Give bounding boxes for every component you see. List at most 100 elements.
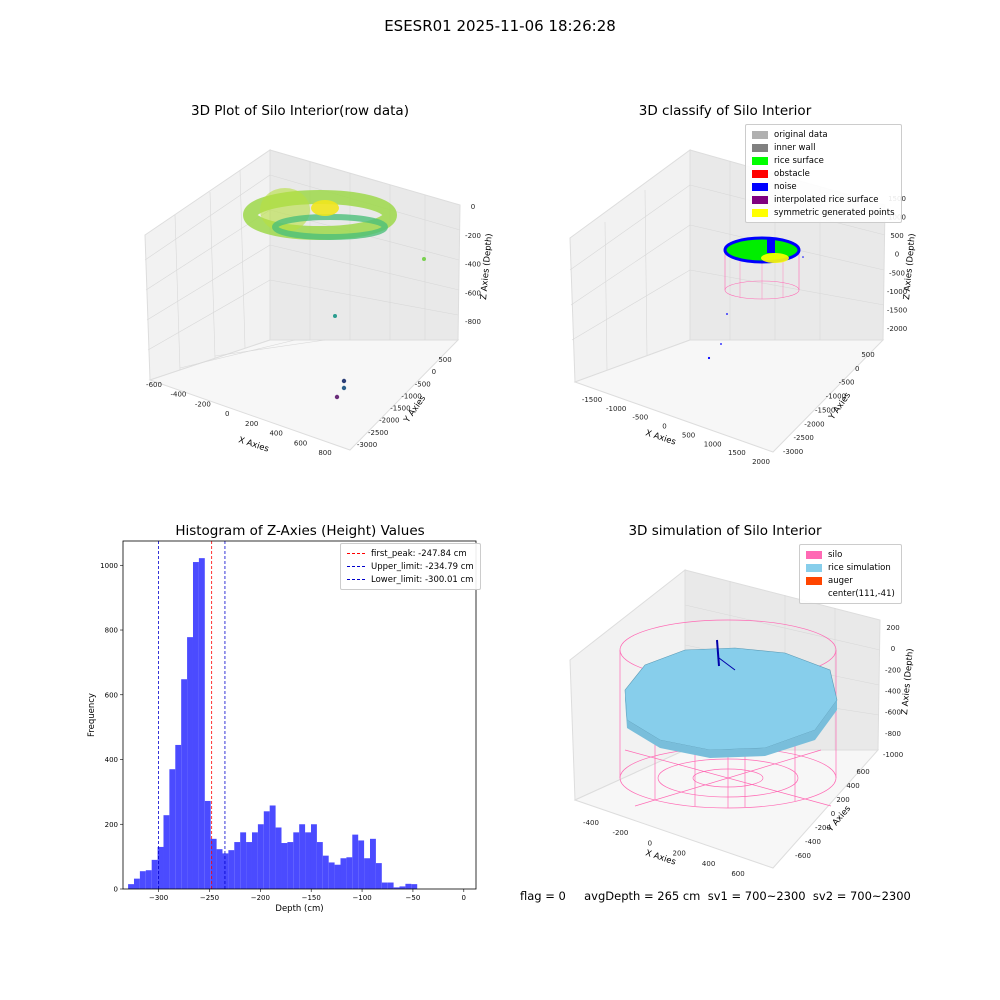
histogram-bar — [192, 562, 199, 889]
simulation-y-tick: -400 — [805, 838, 821, 846]
histogram-bar — [299, 824, 306, 889]
raw-x-tick: 0 — [225, 410, 229, 418]
legend-swatch — [752, 195, 768, 204]
classify-x-tick: 0 — [662, 423, 666, 431]
simulation-y-tick: 600 — [856, 768, 869, 776]
classify-x-tick: 2000 — [752, 458, 770, 466]
classify-legend-item: symmetric generated points — [752, 206, 895, 219]
raw-y-tick: -2500 — [368, 429, 388, 437]
histogram-bar — [145, 870, 152, 889]
histogram-bar — [228, 850, 235, 889]
simulation-plot-title: 3D simulation of Silo Interior — [628, 523, 822, 539]
classify-x-axis-label: X Axies — [644, 428, 677, 447]
legend-label: obstacle — [774, 168, 810, 179]
histogram-title: Histogram of Z-Axies (Height) Values — [175, 523, 425, 539]
raw-z-tick: -800 — [465, 318, 481, 326]
classify-z-tick: 500 — [890, 232, 903, 240]
simulation-x-tick: -200 — [612, 829, 628, 837]
auger — [716, 639, 736, 671]
raw-y-tick: 0 — [432, 368, 436, 376]
reference-lines — [158, 541, 226, 889]
legend-label: noise — [774, 181, 797, 192]
legend-label: silo — [828, 549, 843, 560]
y-tick-label: 200 — [105, 821, 118, 829]
classify-z-tick: -2000 — [887, 325, 907, 333]
raw-z-tick: -600 — [465, 289, 481, 297]
histogram-legend-item: Upper_limit: -234.79 cm — [347, 560, 474, 573]
histogram-legend-item: first_peak: -247.84 cm — [347, 547, 474, 560]
histogram-bar — [198, 558, 205, 889]
raw-axis-ticks: -600-400-20002004006008005000-500-1000-1… — [146, 203, 481, 457]
classify-legend: original data inner wall rice surface obsta… — [745, 124, 902, 223]
legend-swatch — [752, 182, 768, 191]
simulation-x-tick: 600 — [731, 870, 744, 878]
y-tick-label: 600 — [105, 691, 118, 699]
legend-label: interpolated rice surface — [774, 194, 879, 205]
histogram-bar — [204, 800, 211, 889]
histogram-bar — [352, 834, 359, 889]
raw-z-tick: -400 — [465, 261, 481, 269]
x-tick-label: −150 — [302, 894, 321, 902]
simulation-z-tick: -1000 — [883, 751, 903, 759]
raw-3d-plot: -600-400-20002004006008005000-500-1000-1… — [144, 149, 495, 457]
simulation-3d-plot: -400-20002004006006004002000-200-400-600… — [569, 568, 916, 878]
histogram-bar — [163, 815, 170, 889]
histogram-bar — [275, 827, 282, 889]
classify-cylinder — [707, 236, 804, 360]
simulation-legend-item: rice simulation — [806, 561, 895, 574]
legend-line — [347, 566, 365, 567]
classify-x-tick: 1000 — [704, 440, 722, 448]
classify-z-tick: 0 — [895, 251, 899, 259]
histogram-bar — [375, 863, 382, 889]
y-tick-label: 0 — [114, 886, 118, 894]
histogram-bar — [169, 769, 176, 889]
x-tick-label: 0 — [462, 894, 466, 902]
histogram-bar — [281, 843, 288, 889]
histogram-bar — [405, 883, 412, 889]
simulation-y-axis-label: Y Axies — [825, 804, 853, 835]
legend-swatch — [806, 576, 822, 585]
histogram-bar — [393, 887, 400, 889]
histogram-bar — [334, 864, 341, 889]
classify-y-tick: -1000 — [826, 393, 846, 401]
raw-z-tick: -200 — [465, 232, 481, 240]
figure-title: ESESR01 2025-11-06 18:26:28 — [384, 17, 616, 35]
raw-x-tick: 200 — [245, 420, 258, 428]
legend-swatch — [752, 143, 768, 152]
simulation-x-tick: 0 — [648, 839, 652, 847]
histogram-bar — [240, 832, 247, 889]
simulation-z-tick: -400 — [885, 688, 901, 696]
classify-y-tick: 0 — [855, 365, 859, 373]
simulation-z-axis-label: Z Axies (Depth) — [900, 648, 916, 715]
raw-y-tick: 500 — [438, 356, 451, 364]
histogram-bar — [263, 811, 270, 889]
legend-label: rice simulation — [828, 562, 891, 573]
raw-x-tick: 600 — [294, 439, 307, 447]
classify-legend-item: obstacle — [752, 167, 895, 180]
raw-x-tick: -400 — [170, 391, 186, 399]
simulation-z-tick: 0 — [891, 645, 895, 653]
histogram-bar — [269, 805, 276, 889]
simulation-z-tick: -800 — [885, 730, 901, 738]
histogram-bar — [387, 882, 394, 889]
legend-swatch — [806, 563, 822, 572]
histogram-frame — [122, 540, 477, 890]
simulation-axis-ticks: -400-20002004006006004002000-200-400-600… — [583, 624, 903, 878]
histogram-bar — [216, 849, 223, 889]
legend-swatch — [752, 208, 768, 217]
rice-simulation-surface — [624, 647, 838, 758]
raw-z-axis-label: Z Axies (Depth) — [479, 233, 495, 300]
x-tick-label: −200 — [251, 894, 270, 902]
simulation-x-tick: 400 — [702, 860, 715, 868]
raw-x-tick: 800 — [318, 449, 331, 457]
x-tick-label: −50 — [406, 894, 421, 902]
raw-y-tick: -1000 — [401, 392, 421, 400]
histogram-bar — [139, 871, 146, 889]
x-tick-label: −250 — [200, 894, 219, 902]
histogram-bar — [310, 824, 317, 889]
histogram-bar — [411, 884, 418, 889]
simulation-x-tick: 200 — [673, 850, 686, 858]
legend-label: rice surface — [774, 155, 824, 166]
histogram-bar — [187, 637, 193, 889]
classify-z-tick: -1500 — [887, 306, 907, 314]
